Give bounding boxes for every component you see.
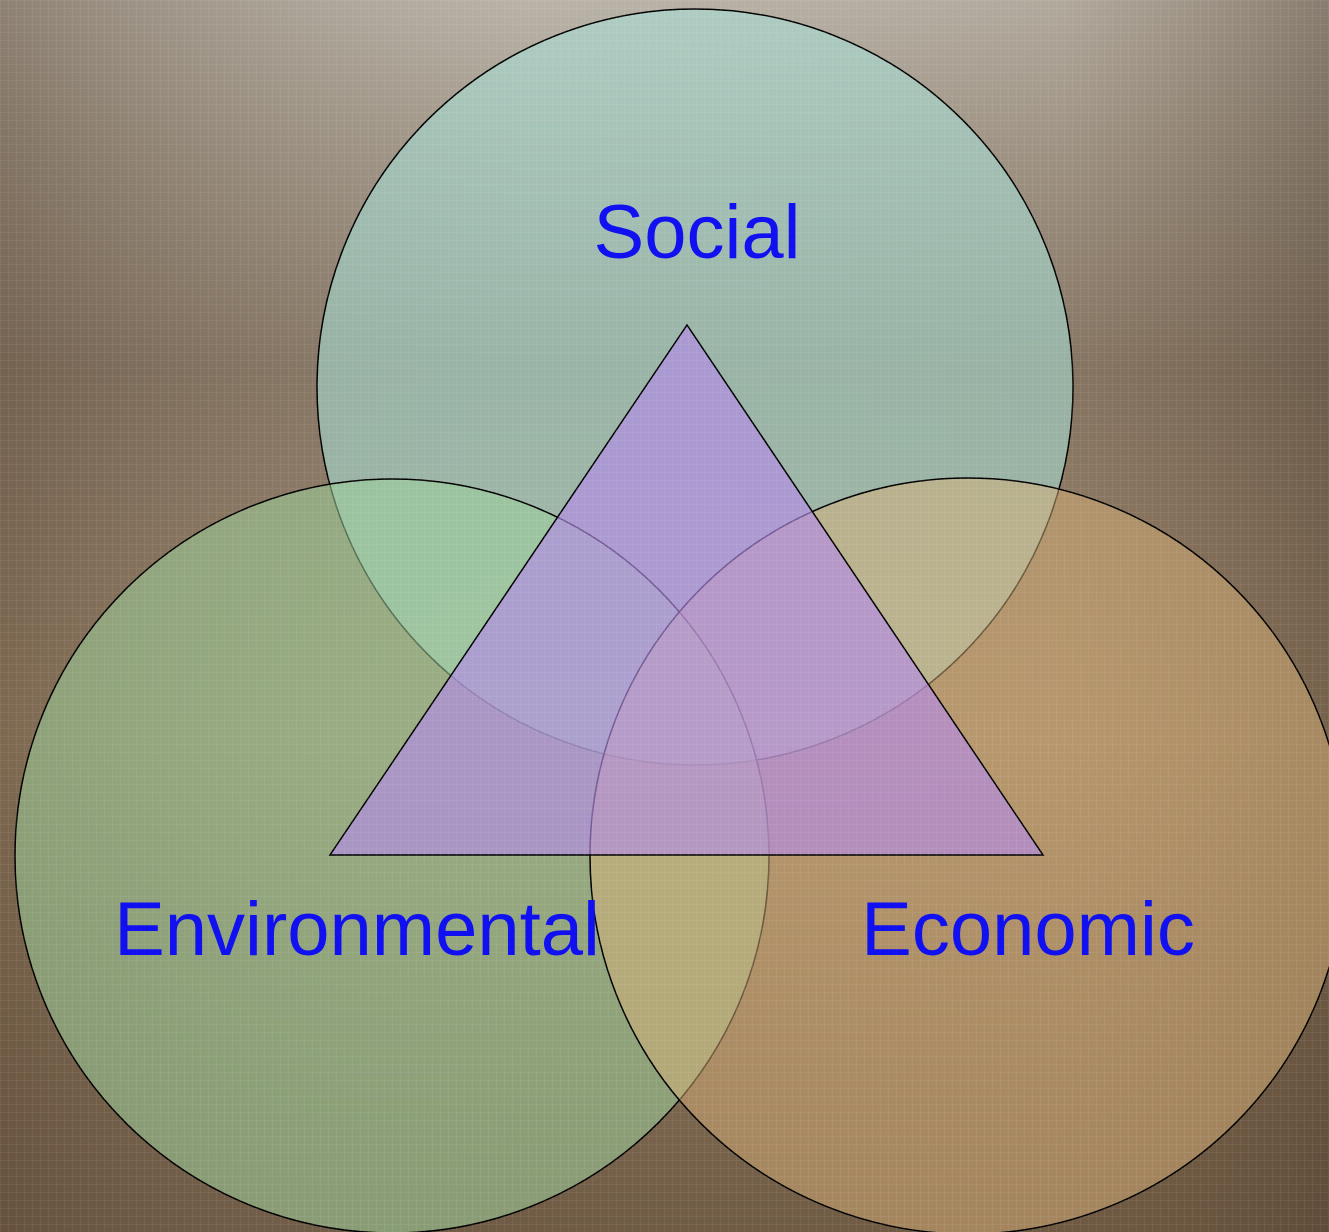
economic-label: Economic: [861, 887, 1195, 972]
social-label: Social: [594, 190, 801, 275]
texture: [0, 0, 1329, 1232]
page: Social Environmental Economic (() => { c…: [0, 0, 1329, 1232]
environmental-label: Environmental: [114, 887, 600, 972]
diagram: Social Environmental Economic: [0, 0, 1329, 1232]
